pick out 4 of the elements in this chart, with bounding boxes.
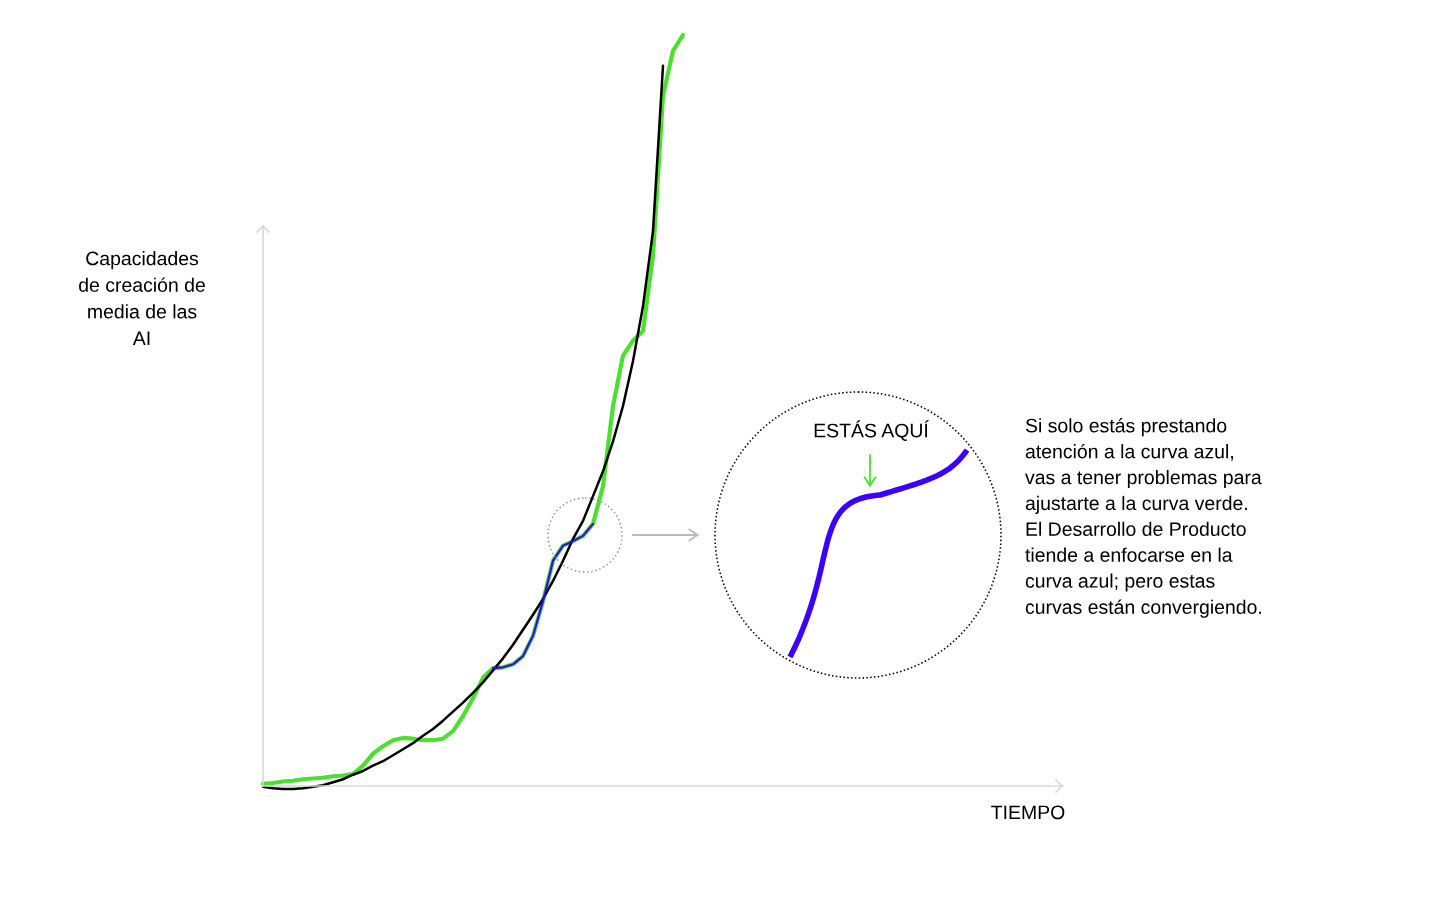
y-axis-title: Capacidades de creación de media de las AI	[79, 251, 205, 345]
annotation: Si solo estás prestando atención a la curva azul, vas a tener problemas para ajustarte a la curva verde. El Desarrollo de Producto tiende a enfocarse en la curva azul; pero estas curvas están convergiendo.	[1025, 418, 1262, 618]
annotation: ESTÁS AQUÍ	[814, 420, 929, 441]
x-axis-title: TIEMPO	[991, 805, 1065, 820]
